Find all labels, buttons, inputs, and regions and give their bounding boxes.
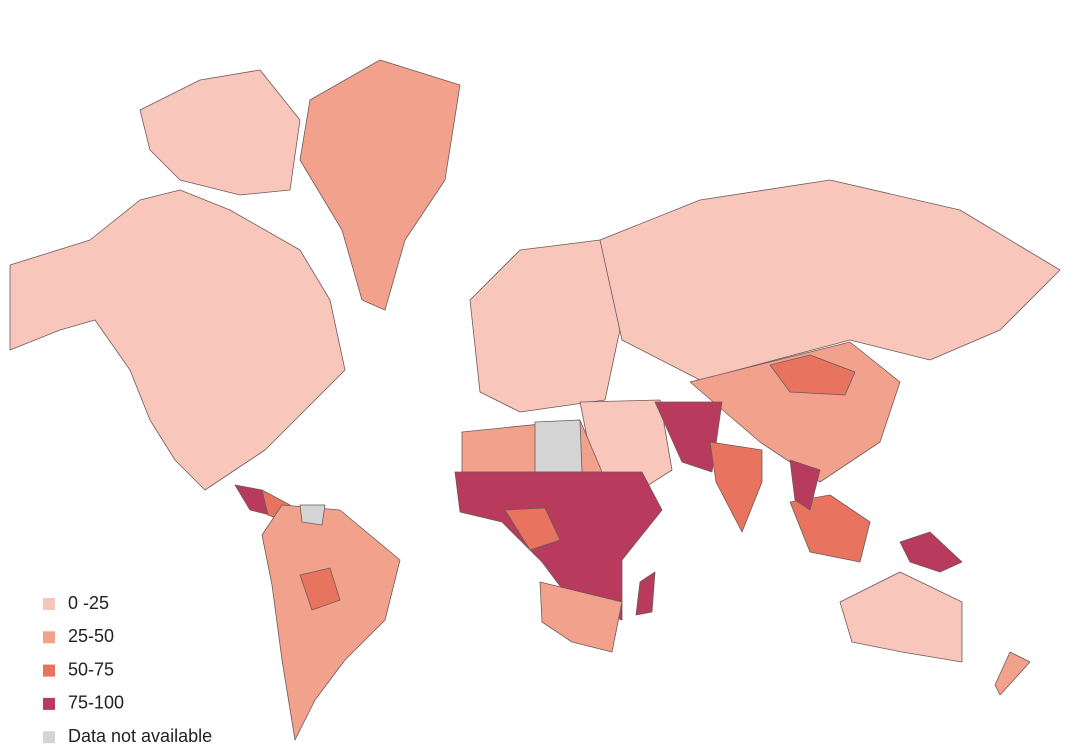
region <box>635 571 656 616</box>
legend-swatch <box>43 631 55 644</box>
legend-swatch <box>43 664 55 677</box>
region <box>9 189 346 491</box>
region <box>709 441 763 533</box>
region <box>504 507 561 551</box>
region <box>299 567 341 611</box>
legend-label: Data not available <box>68 726 212 746</box>
region <box>539 581 623 653</box>
legend-swatch <box>43 697 55 710</box>
region <box>654 401 723 473</box>
map-shapes <box>9 59 1061 741</box>
region <box>599 179 1061 381</box>
region <box>994 651 1031 696</box>
region <box>261 504 401 741</box>
region <box>789 494 871 563</box>
legend-swatch <box>43 731 55 744</box>
legend-label: 0 -25 <box>68 593 109 613</box>
legend-swatch <box>43 598 55 610</box>
legend-label: 75-100 <box>68 693 124 713</box>
legend-label: 25-50 <box>68 626 114 646</box>
region <box>299 504 326 526</box>
region <box>534 419 583 473</box>
region <box>789 459 821 511</box>
legend: 0 -25 25-50 50-75 75-100 Data not available <box>43 593 212 746</box>
region <box>139 69 301 196</box>
region <box>769 354 856 396</box>
region <box>299 59 461 311</box>
region <box>469 239 623 413</box>
region <box>839 571 963 663</box>
legend-label: 50-75 <box>68 659 114 679</box>
region <box>899 531 963 573</box>
